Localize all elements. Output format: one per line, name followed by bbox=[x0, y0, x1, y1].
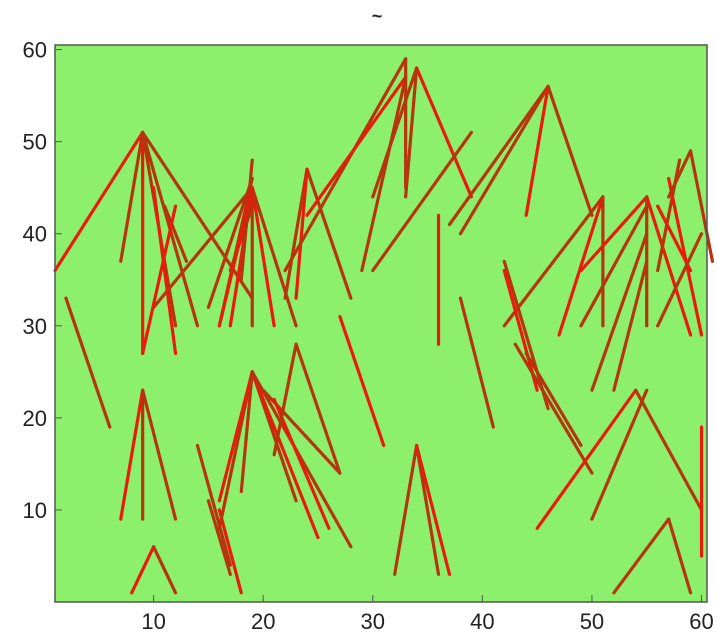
line-segment bbox=[195, 443, 232, 567]
line-segment bbox=[141, 388, 178, 521]
line-segment bbox=[590, 232, 649, 392]
y-tick-label: 50 bbox=[23, 130, 47, 155]
chart-title: ~ bbox=[372, 6, 383, 26]
line-segment bbox=[53, 130, 145, 273]
y-tick-label: 40 bbox=[23, 222, 47, 247]
line-segment bbox=[206, 499, 232, 576]
line-segment bbox=[130, 545, 156, 595]
line-segment bbox=[283, 57, 408, 273]
line-segment bbox=[119, 388, 145, 521]
line-segment bbox=[415, 443, 452, 576]
line-segment bbox=[152, 186, 178, 356]
line-segment bbox=[360, 75, 408, 273]
line-segment bbox=[338, 314, 386, 448]
x-tick-label: 30 bbox=[361, 609, 385, 634]
line-segment bbox=[272, 397, 331, 530]
line-segment bbox=[524, 84, 550, 217]
line-segment bbox=[447, 84, 550, 227]
line-segment bbox=[283, 167, 309, 300]
line-segment bbox=[371, 66, 419, 199]
x-tick-label: 60 bbox=[689, 609, 713, 634]
line-segment bbox=[513, 342, 594, 475]
line-segment bbox=[579, 204, 649, 328]
line-segment bbox=[294, 342, 342, 475]
y-tick-label: 60 bbox=[23, 38, 47, 63]
plot-area bbox=[55, 45, 707, 602]
line-segment bbox=[393, 443, 419, 576]
line-segment bbox=[239, 370, 254, 494]
line-segment bbox=[656, 204, 693, 273]
line-segment bbox=[656, 232, 704, 328]
line-segment bbox=[458, 84, 550, 236]
line-segment bbox=[612, 517, 671, 595]
line-segment bbox=[546, 84, 594, 217]
y-tick-label: 30 bbox=[23, 314, 47, 339]
line-segment bbox=[371, 130, 474, 273]
line-segment bbox=[305, 75, 408, 217]
line-segment bbox=[162, 204, 189, 263]
line-segment bbox=[217, 508, 243, 595]
x-tick-label: 40 bbox=[470, 609, 494, 634]
line-segment bbox=[404, 66, 419, 199]
line-segment bbox=[688, 149, 715, 263]
line-segment bbox=[535, 388, 638, 530]
line-segment bbox=[415, 443, 441, 576]
line-segment bbox=[141, 204, 178, 356]
line-segment bbox=[524, 351, 583, 448]
line-segment bbox=[305, 167, 353, 300]
line-segment bbox=[152, 186, 254, 309]
line-segments-group bbox=[53, 57, 715, 595]
line-segment bbox=[250, 370, 353, 549]
line-segment bbox=[217, 186, 254, 328]
line-segment bbox=[272, 342, 298, 457]
line-segment bbox=[206, 176, 254, 309]
x-tick-label: 20 bbox=[251, 609, 275, 634]
line-segment bbox=[634, 388, 704, 512]
plot-frame bbox=[54, 44, 708, 603]
line-segment bbox=[250, 370, 320, 540]
line-segment bbox=[557, 195, 605, 337]
y-tick-label: 10 bbox=[23, 498, 47, 523]
line-segment bbox=[458, 296, 495, 429]
line-segment bbox=[64, 296, 112, 429]
x-tick-label: 10 bbox=[141, 609, 165, 634]
line-segment bbox=[250, 186, 298, 328]
y-axis-ticks: 10 20 30 40 50 60 bbox=[23, 38, 62, 523]
line-segment bbox=[579, 195, 649, 273]
line-segment bbox=[667, 517, 693, 595]
x-tick-label: 50 bbox=[580, 609, 604, 634]
line-segment bbox=[667, 149, 693, 199]
line-segment bbox=[590, 388, 649, 521]
line-segment bbox=[502, 195, 605, 328]
line-segment bbox=[612, 259, 649, 392]
line-segment bbox=[415, 66, 474, 199]
line-segment bbox=[217, 370, 254, 503]
line-segment bbox=[645, 195, 693, 337]
line-segment bbox=[294, 167, 309, 300]
line-segment bbox=[119, 130, 145, 263]
x-axis-ticks: 10 20 30 40 50 60 bbox=[141, 595, 714, 634]
line-segment bbox=[152, 545, 178, 595]
y-tick-label: 20 bbox=[23, 406, 47, 431]
line-segment bbox=[250, 186, 276, 328]
